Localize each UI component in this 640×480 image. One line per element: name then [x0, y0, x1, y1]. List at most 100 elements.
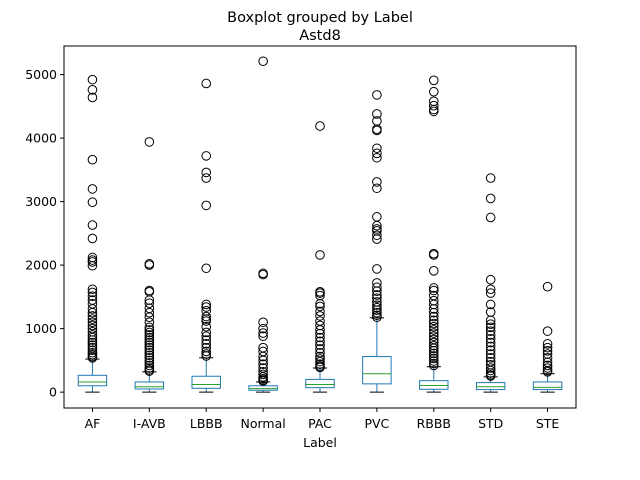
- flier-point: [372, 302, 382, 313]
- flier-point: [428, 307, 439, 318]
- flier-point: [485, 315, 496, 326]
- flier-point: [87, 74, 98, 85]
- flier-point: [87, 220, 98, 230]
- flier-point: [87, 340, 98, 350]
- flier-point: [144, 307, 155, 318]
- flier-point: [428, 348, 439, 359]
- flier-point: [485, 288, 496, 298]
- flier-point: [144, 347, 155, 358]
- flier-point: [372, 109, 382, 119]
- flier-point: [428, 346, 439, 356]
- flier-point: [258, 323, 268, 334]
- flier-point: [428, 311, 439, 322]
- flier-point: [258, 359, 268, 369]
- flier-point: [315, 288, 325, 298]
- flier-point: [144, 355, 155, 366]
- flier-point: [87, 260, 98, 271]
- plot-area: 0 1000 2000 3000 4000 5000 AF I-AVB LBBB Normal PA…: [25, 56, 563, 431]
- box: [362, 356, 392, 385]
- flier-point: [315, 325, 325, 335]
- flier-point: [542, 326, 553, 336]
- flier-point: [315, 301, 325, 312]
- flier-point: [144, 353, 155, 363]
- box: [134, 381, 165, 390]
- flier-point: [87, 92, 98, 103]
- flier-point: [201, 299, 212, 310]
- flier-point: [315, 121, 325, 131]
- flier-point: [87, 304, 98, 314]
- flier-point: [315, 332, 325, 343]
- flier-point: [315, 250, 325, 260]
- flier-point: [258, 328, 268, 338]
- flier-point: [485, 363, 496, 373]
- box: [77, 374, 108, 387]
- flier-point: [144, 345, 155, 356]
- flier-point: [87, 184, 98, 194]
- flier-point: [542, 281, 553, 292]
- y-tick-label: 2000: [25, 258, 57, 273]
- flier-point: [201, 151, 212, 161]
- flier-point: [485, 322, 496, 333]
- flier-point: [258, 317, 268, 328]
- flier-point: [201, 335, 212, 345]
- flier-point: [87, 345, 98, 356]
- flier-point: [542, 363, 553, 373]
- y-tick-label: 3000: [25, 194, 57, 209]
- flier-point: [428, 325, 439, 335]
- flier-point: [87, 335, 98, 345]
- flier-point: [485, 337, 496, 348]
- x-tick-label: I-AVB: [133, 416, 166, 431]
- flier-point: [372, 152, 382, 163]
- flier-point: [542, 342, 553, 353]
- flier-point: [87, 353, 98, 363]
- flier-point: [258, 269, 268, 280]
- flier-point: [87, 320, 98, 331]
- flier-point: [201, 200, 212, 211]
- flier-point: [315, 306, 325, 317]
- y-tick-label: 5000: [25, 67, 57, 82]
- flier-point: [87, 233, 98, 244]
- flier-point: [485, 330, 496, 340]
- flier-point: [201, 321, 212, 332]
- flier-point: [372, 300, 382, 310]
- flier-point: [542, 339, 553, 349]
- flier-point: [428, 106, 439, 117]
- flier-point: [144, 350, 155, 361]
- flier-point: [428, 356, 439, 366]
- flier-point: [258, 355, 268, 366]
- flier-point: [144, 298, 155, 309]
- x-tick-label: Normal: [240, 416, 285, 431]
- flier-point: [372, 143, 382, 154]
- flier-point: [428, 86, 439, 97]
- flier-point: [428, 266, 439, 276]
- flier-point: [315, 351, 325, 362]
- flier-point: [87, 287, 98, 298]
- flier-point: [485, 326, 496, 336]
- flier-point: [87, 85, 98, 95]
- box: [191, 375, 221, 389]
- flier-point: [87, 197, 98, 208]
- flier-point: [87, 330, 98, 340]
- flier-point: [144, 342, 155, 353]
- flier-point: [372, 230, 382, 241]
- flier-point: [485, 193, 496, 204]
- flier-point: [428, 315, 439, 326]
- flier-point: [372, 293, 382, 303]
- flier-point: [542, 353, 553, 363]
- x-tick-label: STD: [478, 416, 503, 431]
- flier-point: [144, 330, 155, 340]
- flier-point: [485, 333, 496, 344]
- flier-point: [87, 284, 98, 295]
- flier-point: [485, 341, 496, 352]
- flier-point: [485, 371, 496, 381]
- flier-point: [87, 291, 98, 302]
- flier-point: [201, 316, 212, 326]
- flier-point: [372, 148, 382, 159]
- flier-point: [428, 328, 439, 338]
- flier-point: [144, 322, 155, 333]
- flier-point: [144, 327, 155, 338]
- flier-point: [428, 343, 439, 354]
- flier-point: [485, 319, 496, 329]
- y-tick-label: 4000: [25, 131, 57, 146]
- flier-point: [315, 311, 325, 321]
